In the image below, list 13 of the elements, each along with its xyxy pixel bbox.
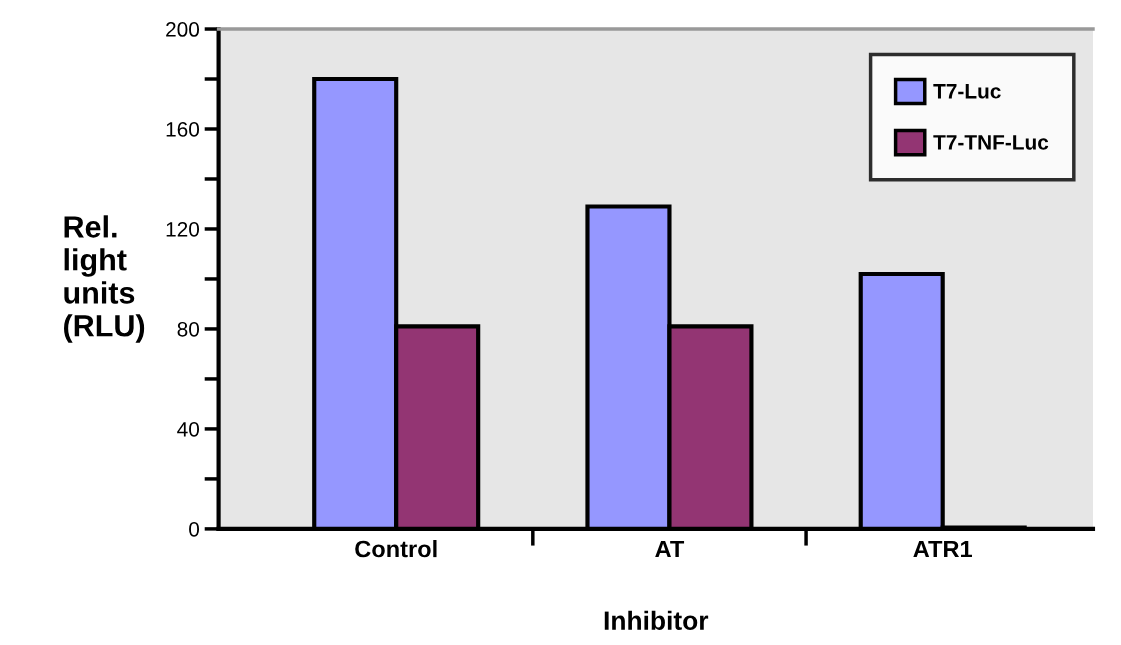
x-tick-label: ATR1 xyxy=(913,540,972,558)
y-tick-label: 40 xyxy=(177,421,200,437)
y-tick-label: 200 xyxy=(166,22,200,37)
y-tick-label: 160 xyxy=(166,122,200,137)
x-tick-label: AT xyxy=(655,540,685,558)
y-tick-label: 0 xyxy=(189,521,200,537)
y-tick-label: 80 xyxy=(177,321,200,337)
y-axis-title: Rel. light units (RLU) xyxy=(64,215,145,343)
y-tick-label: 120 xyxy=(166,221,200,237)
x-axis-title: Inhibitor xyxy=(604,610,709,631)
legend-label: T7-TNF-Luc xyxy=(933,135,1049,150)
x-tick-label: Control xyxy=(355,540,437,558)
legend-label: T7-Luc xyxy=(933,84,1001,99)
